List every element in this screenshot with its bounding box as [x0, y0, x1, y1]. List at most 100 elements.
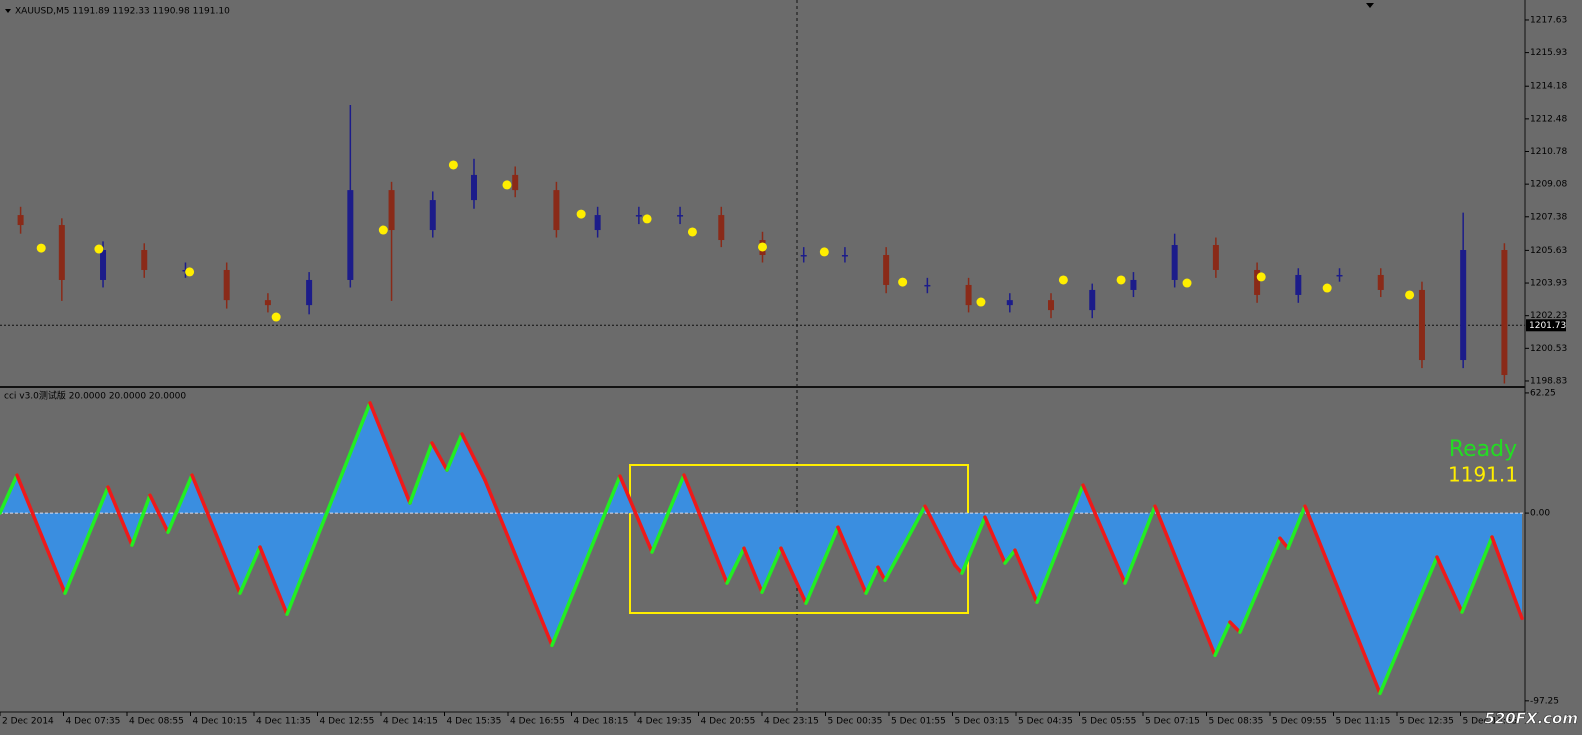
- cci-segment: [1378, 555, 1439, 696]
- cci-segment: [1286, 504, 1307, 550]
- signal-dot: [271, 312, 281, 322]
- cci-segment: [725, 546, 746, 585]
- cci-segment: [1238, 536, 1282, 634]
- candle-body: [1006, 300, 1013, 306]
- cci-segment: [804, 525, 840, 605]
- cci-segment: [258, 545, 289, 616]
- y-tick-label: -97.25: [1530, 696, 1559, 706]
- signal-dot: [1322, 283, 1332, 293]
- x-tick-label: 5 Dec 08:35: [1209, 717, 1264, 727]
- x-tick-label: 5 Dec 03:15: [955, 717, 1010, 727]
- signal-dot: [36, 243, 46, 253]
- candle-body: [553, 190, 560, 231]
- cci-segment: [190, 473, 242, 595]
- candle-body: [1295, 274, 1302, 295]
- candle-body: [17, 215, 24, 226]
- candle-body: [512, 174, 519, 191]
- candle-body: [1254, 269, 1261, 295]
- cci-segment: [1490, 535, 1524, 621]
- y-tick-label: 1217.63: [1530, 15, 1567, 25]
- panel-separator: [0, 386, 1525, 388]
- y-tick-label: 1215.93: [1530, 48, 1567, 58]
- cci-segment: [1035, 483, 1085, 605]
- candle-body: [306, 279, 313, 306]
- candle-body: [1501, 250, 1508, 376]
- candle-body: [223, 269, 230, 301]
- y-tick-label: 0.00: [1530, 509, 1550, 519]
- candle-body: [924, 284, 931, 287]
- cci-segment: [650, 473, 686, 554]
- signal-dot: [898, 277, 908, 287]
- cci-segment: [876, 565, 887, 583]
- cci-segment: [1435, 555, 1464, 614]
- cci-segment: [1278, 536, 1290, 550]
- watermark: 520FX.com: [1484, 710, 1578, 728]
- candle-body: [1336, 274, 1343, 277]
- candle-body: [1130, 279, 1137, 290]
- cci-segment: [682, 473, 729, 585]
- x-tick-label: 4 Dec 12:55: [320, 717, 375, 727]
- signal-dot: [1256, 272, 1266, 282]
- candle-body: [594, 215, 601, 231]
- x-tick-label: 2 Dec 2014: [2, 717, 54, 727]
- signal-dot: [1405, 290, 1415, 300]
- signal-dot: [185, 267, 195, 277]
- candle-body: [347, 190, 354, 280]
- cci-segment: [883, 504, 927, 583]
- cci-segment: [550, 474, 622, 648]
- x-tick-label: 5 Dec 11:15: [1336, 717, 1391, 727]
- candle-body: [841, 255, 848, 257]
- cci-segment: [148, 493, 170, 534]
- cci-segment: [742, 546, 764, 594]
- cci-segment: [1123, 504, 1157, 585]
- y-tick-label: 62.25: [1530, 388, 1556, 398]
- y-tick-label: 1212.48: [1530, 114, 1567, 124]
- cci-segment: [368, 401, 412, 505]
- cci-segment: [983, 515, 1007, 565]
- cci-segment: [430, 441, 449, 472]
- candle-body: [470, 174, 477, 201]
- signal-dot: [758, 242, 767, 252]
- cci-segment: [130, 493, 152, 547]
- price-text: 1191.1: [1448, 463, 1518, 487]
- candle-body: [635, 215, 642, 217]
- cci-segment: [408, 441, 434, 505]
- signal-dot: [378, 225, 388, 235]
- shift-marker: [1366, 3, 1374, 8]
- signal-dot: [576, 209, 586, 219]
- candle-body: [1460, 250, 1467, 361]
- x-tick-label: 5 Dec 12:35: [1399, 717, 1454, 727]
- y-tick-label: 1198.83: [1530, 376, 1567, 386]
- x-tick-label: 4 Dec 08:55: [129, 717, 184, 727]
- x-tick-label: 4 Dec 14:15: [383, 717, 438, 727]
- price-label-box: [1526, 319, 1566, 332]
- cci-segment: [836, 525, 868, 595]
- x-tick-label: 5 Dec 07:15: [1145, 717, 1200, 727]
- x-tick-label: 4 Dec 16:55: [510, 717, 565, 727]
- cci-segment: [1153, 504, 1217, 658]
- candle-body: [1212, 245, 1219, 270]
- cci-segment: [106, 485, 134, 547]
- x-tick-label: 5 Dec 01:55: [891, 717, 946, 727]
- x-tick-label: 5 Dec 05:55: [1082, 717, 1137, 727]
- candle-body: [965, 284, 972, 306]
- y-tick-label: 1202.23: [1530, 311, 1567, 321]
- cci-segment: [445, 432, 464, 472]
- y-tick-label: 1209.08: [1530, 180, 1567, 190]
- status-text: Ready: [1449, 437, 1517, 462]
- cci-segment: [15, 473, 67, 595]
- x-tick-label: 5 Dec 00:35: [828, 717, 883, 727]
- cci-segment: [0, 473, 19, 515]
- candle-body: [718, 215, 725, 241]
- cci-segment: [760, 546, 783, 594]
- y-tick-label: 1214.18: [1530, 82, 1567, 92]
- signal-dot: [819, 247, 829, 257]
- signal-dot: [448, 160, 458, 170]
- cci-segment: [779, 546, 808, 605]
- candle-body: [1171, 245, 1178, 280]
- cci-segment: [1081, 483, 1127, 585]
- cci-segment: [1460, 535, 1494, 614]
- cci-segment: [1013, 548, 1039, 605]
- signal-dot: [502, 180, 512, 190]
